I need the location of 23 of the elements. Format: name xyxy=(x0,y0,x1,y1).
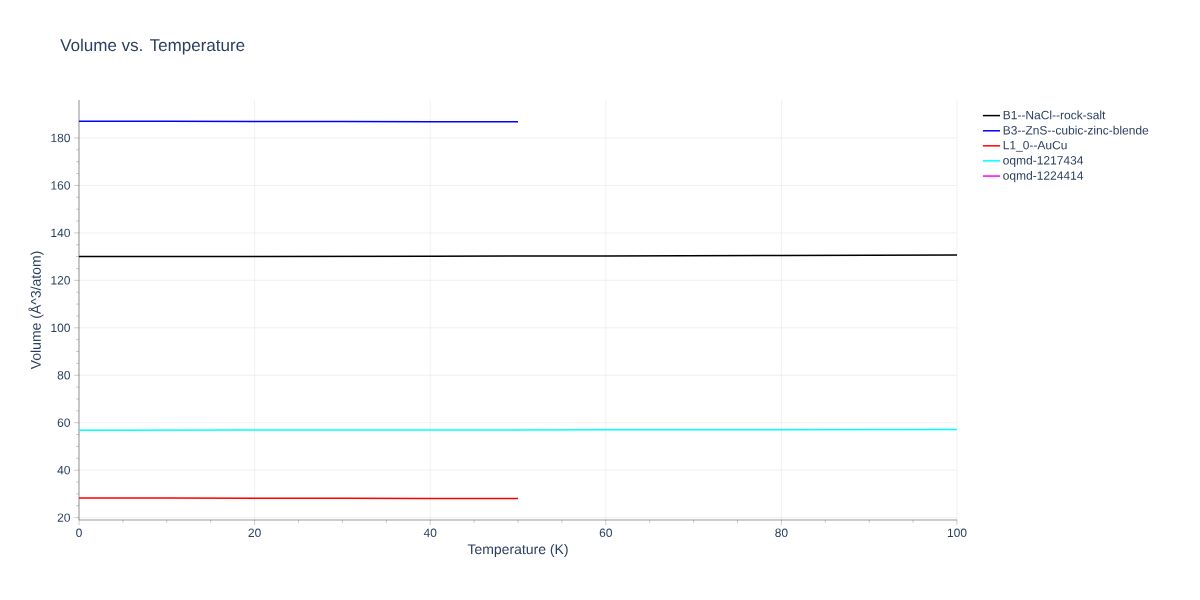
chart-title: Volume vs. Temperature xyxy=(60,38,245,55)
x-tick-label: 80 xyxy=(775,528,788,538)
x-tick-label: 0 xyxy=(76,528,82,538)
y-tick-label: 140 xyxy=(51,228,70,238)
legend-label: oqmd-1217434 xyxy=(1003,155,1084,167)
y-tick-label: 180 xyxy=(51,133,70,143)
legend-label: L1_0--AuCu xyxy=(1003,140,1067,152)
y-tick-label: 160 xyxy=(51,181,70,190)
x-tick-label: 20 xyxy=(248,528,261,538)
legend-label: oqmd-1224414 xyxy=(1003,170,1084,183)
x-tick-label: 60 xyxy=(599,528,613,538)
y-axis-title: Volume (Å^3/atom) xyxy=(28,251,44,370)
y-tick-label: 60 xyxy=(57,418,70,427)
x-tick-label: 100 xyxy=(947,528,967,538)
y-tick-label: 40 xyxy=(57,465,70,475)
y-tick-label: 100 xyxy=(51,323,70,333)
y-tick-label: 80 xyxy=(57,371,70,380)
x-tick-label: 40 xyxy=(423,528,437,538)
y-tick-label: 120 xyxy=(51,276,70,285)
y-tick-label: 20 xyxy=(57,513,70,522)
legend-label: B3--ZnS--cubic-zinc-blende xyxy=(1003,125,1149,135)
legend-label: B1--NaCl--rock-salt xyxy=(1003,110,1106,120)
x-axis-title: Temperature (K) xyxy=(467,543,568,557)
